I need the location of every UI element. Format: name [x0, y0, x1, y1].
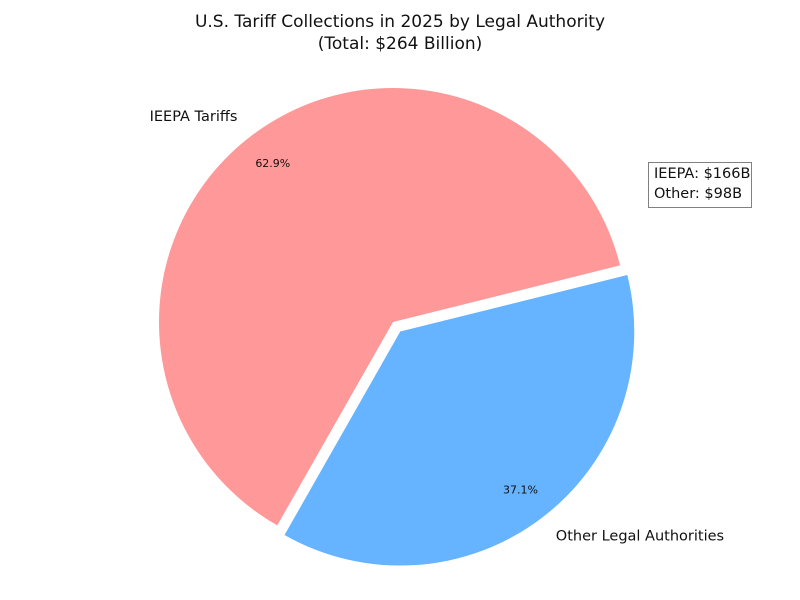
chart-subtitle: (Total: $264 Billion): [317, 34, 483, 54]
pie-slice-label-ieepa-tariffs: IEEPA Tariffs: [150, 109, 238, 125]
pie-percent-label-other-legal-authorities: 37.1%: [503, 484, 538, 497]
chart-title: U.S. Tariff Collections in 2025 by Legal…: [194, 12, 606, 32]
pie-slice-other-legal-authorities: [284, 274, 635, 566]
ieepa-total-annotation: IEEPA: $166B: [654, 166, 751, 182]
pie-slice-label-other-legal-authorities: Other Legal Authorities: [556, 529, 724, 545]
totals-annotation-box: IEEPA: $166B Other: $98B: [648, 162, 752, 208]
pie-slice-ieepa-tariffs: [158, 88, 621, 526]
pie-percent-label-ieepa-tariffs: 62.9%: [255, 157, 290, 170]
other-total-annotation: Other: $98B: [654, 186, 743, 202]
